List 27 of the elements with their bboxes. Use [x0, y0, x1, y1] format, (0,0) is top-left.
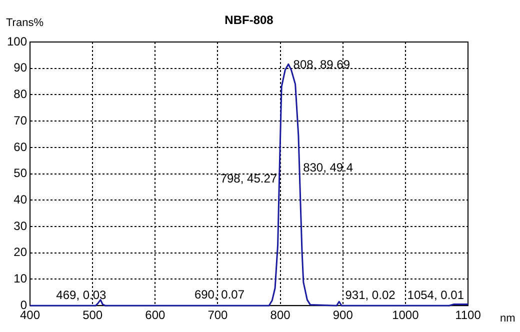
annotation: 830, 49.4	[303, 160, 354, 175]
x-tick-label: 600	[145, 308, 166, 322]
x-tick-label: 700	[208, 308, 228, 322]
y-axis-title: Trans%	[6, 17, 44, 29]
chart-title: NBF-808	[224, 13, 274, 27]
x-tick-label: 1000	[392, 308, 420, 322]
y-tick-label: 20	[14, 245, 28, 260]
x-axis-title: nm	[500, 312, 516, 325]
annotation: 798, 45.27	[220, 172, 278, 186]
x-tick-label: 1100	[455, 308, 482, 322]
x-tick-label: 500	[82, 308, 103, 322]
y-tick-label: 30	[14, 218, 28, 233]
annotation: 931, 0.02	[345, 288, 396, 302]
y-tick-label: 50	[14, 166, 28, 180]
annotation: 469, 0.03	[56, 288, 107, 302]
y-tick-label: 70	[14, 113, 28, 128]
y-tick-label: 40	[14, 192, 28, 206]
x-tick-label: 800	[270, 308, 291, 322]
annotation: 808, 89.69	[293, 57, 350, 72]
annotation: 690, 0.07	[194, 288, 245, 302]
y-tick-label: 10	[14, 272, 28, 286]
y-tick-label: 100	[6, 34, 28, 48]
y-tick-label: 80	[14, 87, 28, 102]
annotation: 1054, 0.01	[407, 288, 464, 302]
y-tick-label: 60	[14, 140, 28, 154]
x-tick-label: 900	[332, 308, 354, 322]
y-tick-label: 90	[14, 60, 28, 75]
